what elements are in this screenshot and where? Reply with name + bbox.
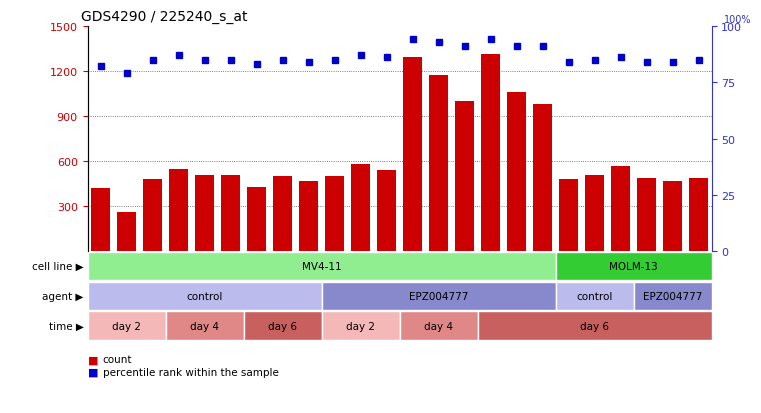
Bar: [585, 175, 603, 252]
Text: control: control: [576, 291, 613, 301]
Bar: [244, 311, 322, 340]
Text: count: count: [103, 354, 132, 364]
Text: control: control: [186, 291, 223, 301]
Text: percentile rank within the sample: percentile rank within the sample: [103, 367, 279, 377]
Bar: [196, 175, 214, 252]
Text: 100%: 100%: [724, 14, 752, 25]
Text: day 6: day 6: [268, 321, 297, 331]
Bar: [559, 180, 578, 252]
Bar: [117, 213, 135, 252]
Text: cell line ▶: cell line ▶: [32, 261, 84, 271]
Bar: [143, 180, 161, 252]
Text: day 4: day 4: [190, 321, 219, 331]
Bar: [638, 178, 656, 252]
Bar: [88, 282, 322, 311]
Bar: [455, 102, 473, 252]
Bar: [88, 311, 166, 340]
Bar: [689, 178, 708, 252]
Bar: [299, 181, 317, 252]
Bar: [322, 282, 556, 311]
Bar: [556, 282, 634, 311]
Bar: [482, 55, 500, 252]
Text: EPZ004777: EPZ004777: [409, 291, 468, 301]
Text: time ▶: time ▶: [49, 321, 84, 331]
Bar: [326, 177, 344, 252]
Text: day 6: day 6: [580, 321, 609, 331]
Bar: [400, 311, 478, 340]
Text: MOLM-13: MOLM-13: [609, 261, 658, 271]
Text: ■: ■: [88, 367, 98, 377]
Bar: [247, 187, 266, 252]
Bar: [166, 311, 244, 340]
Bar: [403, 58, 422, 252]
Bar: [664, 181, 682, 252]
Text: day 4: day 4: [424, 321, 453, 331]
Text: ■: ■: [88, 354, 98, 364]
Bar: [322, 311, 400, 340]
Bar: [633, 282, 712, 311]
Bar: [273, 177, 291, 252]
Text: EPZ004777: EPZ004777: [643, 291, 702, 301]
Bar: [170, 169, 188, 252]
Bar: [533, 105, 552, 252]
Bar: [377, 171, 396, 252]
Text: GDS4290 / 225240_s_at: GDS4290 / 225240_s_at: [81, 10, 248, 24]
Bar: [91, 189, 110, 252]
Bar: [556, 252, 712, 281]
Bar: [478, 311, 712, 340]
Text: MV4-11: MV4-11: [301, 261, 342, 271]
Bar: [611, 166, 629, 252]
Text: day 2: day 2: [112, 321, 141, 331]
Bar: [429, 76, 447, 252]
Bar: [352, 165, 370, 252]
Text: day 2: day 2: [346, 321, 375, 331]
Bar: [221, 175, 240, 252]
Text: agent ▶: agent ▶: [43, 291, 84, 301]
Bar: [88, 252, 556, 281]
Bar: [508, 93, 526, 252]
